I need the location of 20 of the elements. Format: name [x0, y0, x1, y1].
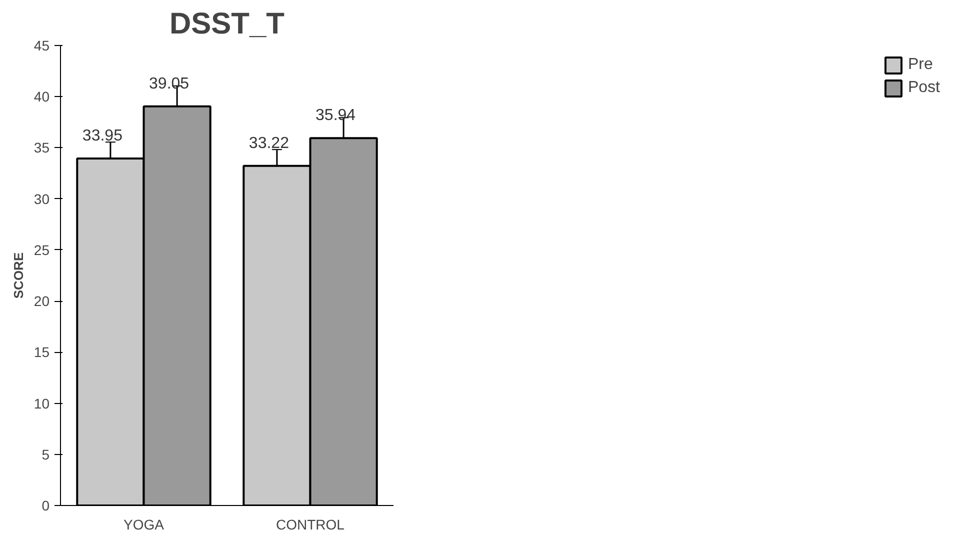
- y-tick-label: 20: [34, 293, 50, 310]
- x-tick-label: YOGA: [124, 516, 165, 532]
- y-tick-label: 0: [42, 498, 50, 514]
- y-tick-label: 10: [34, 395, 50, 412]
- y-tick-label: 40: [34, 88, 50, 105]
- y-tick-label: 35: [34, 140, 50, 156]
- legend-label: Post: [908, 79, 940, 97]
- data-label: 39.05: [149, 75, 190, 92]
- legend-label: Pre: [908, 56, 933, 74]
- y-tick-label: 45: [34, 38, 50, 54]
- data-label: 33.95: [82, 127, 123, 144]
- data-label: 35.94: [316, 107, 356, 124]
- y-tick-label: 30: [34, 190, 50, 207]
- chart-title: DSST_T: [169, 8, 285, 40]
- y-tick-label: 15: [34, 344, 50, 360]
- y-axis-title: SCORE: [10, 252, 26, 299]
- data-label: 33.22: [248, 134, 290, 152]
- y-tick-label: 5: [42, 446, 50, 462]
- x-tick-label: CONTROL: [276, 516, 345, 532]
- y-tick-label: 25: [34, 242, 50, 258]
